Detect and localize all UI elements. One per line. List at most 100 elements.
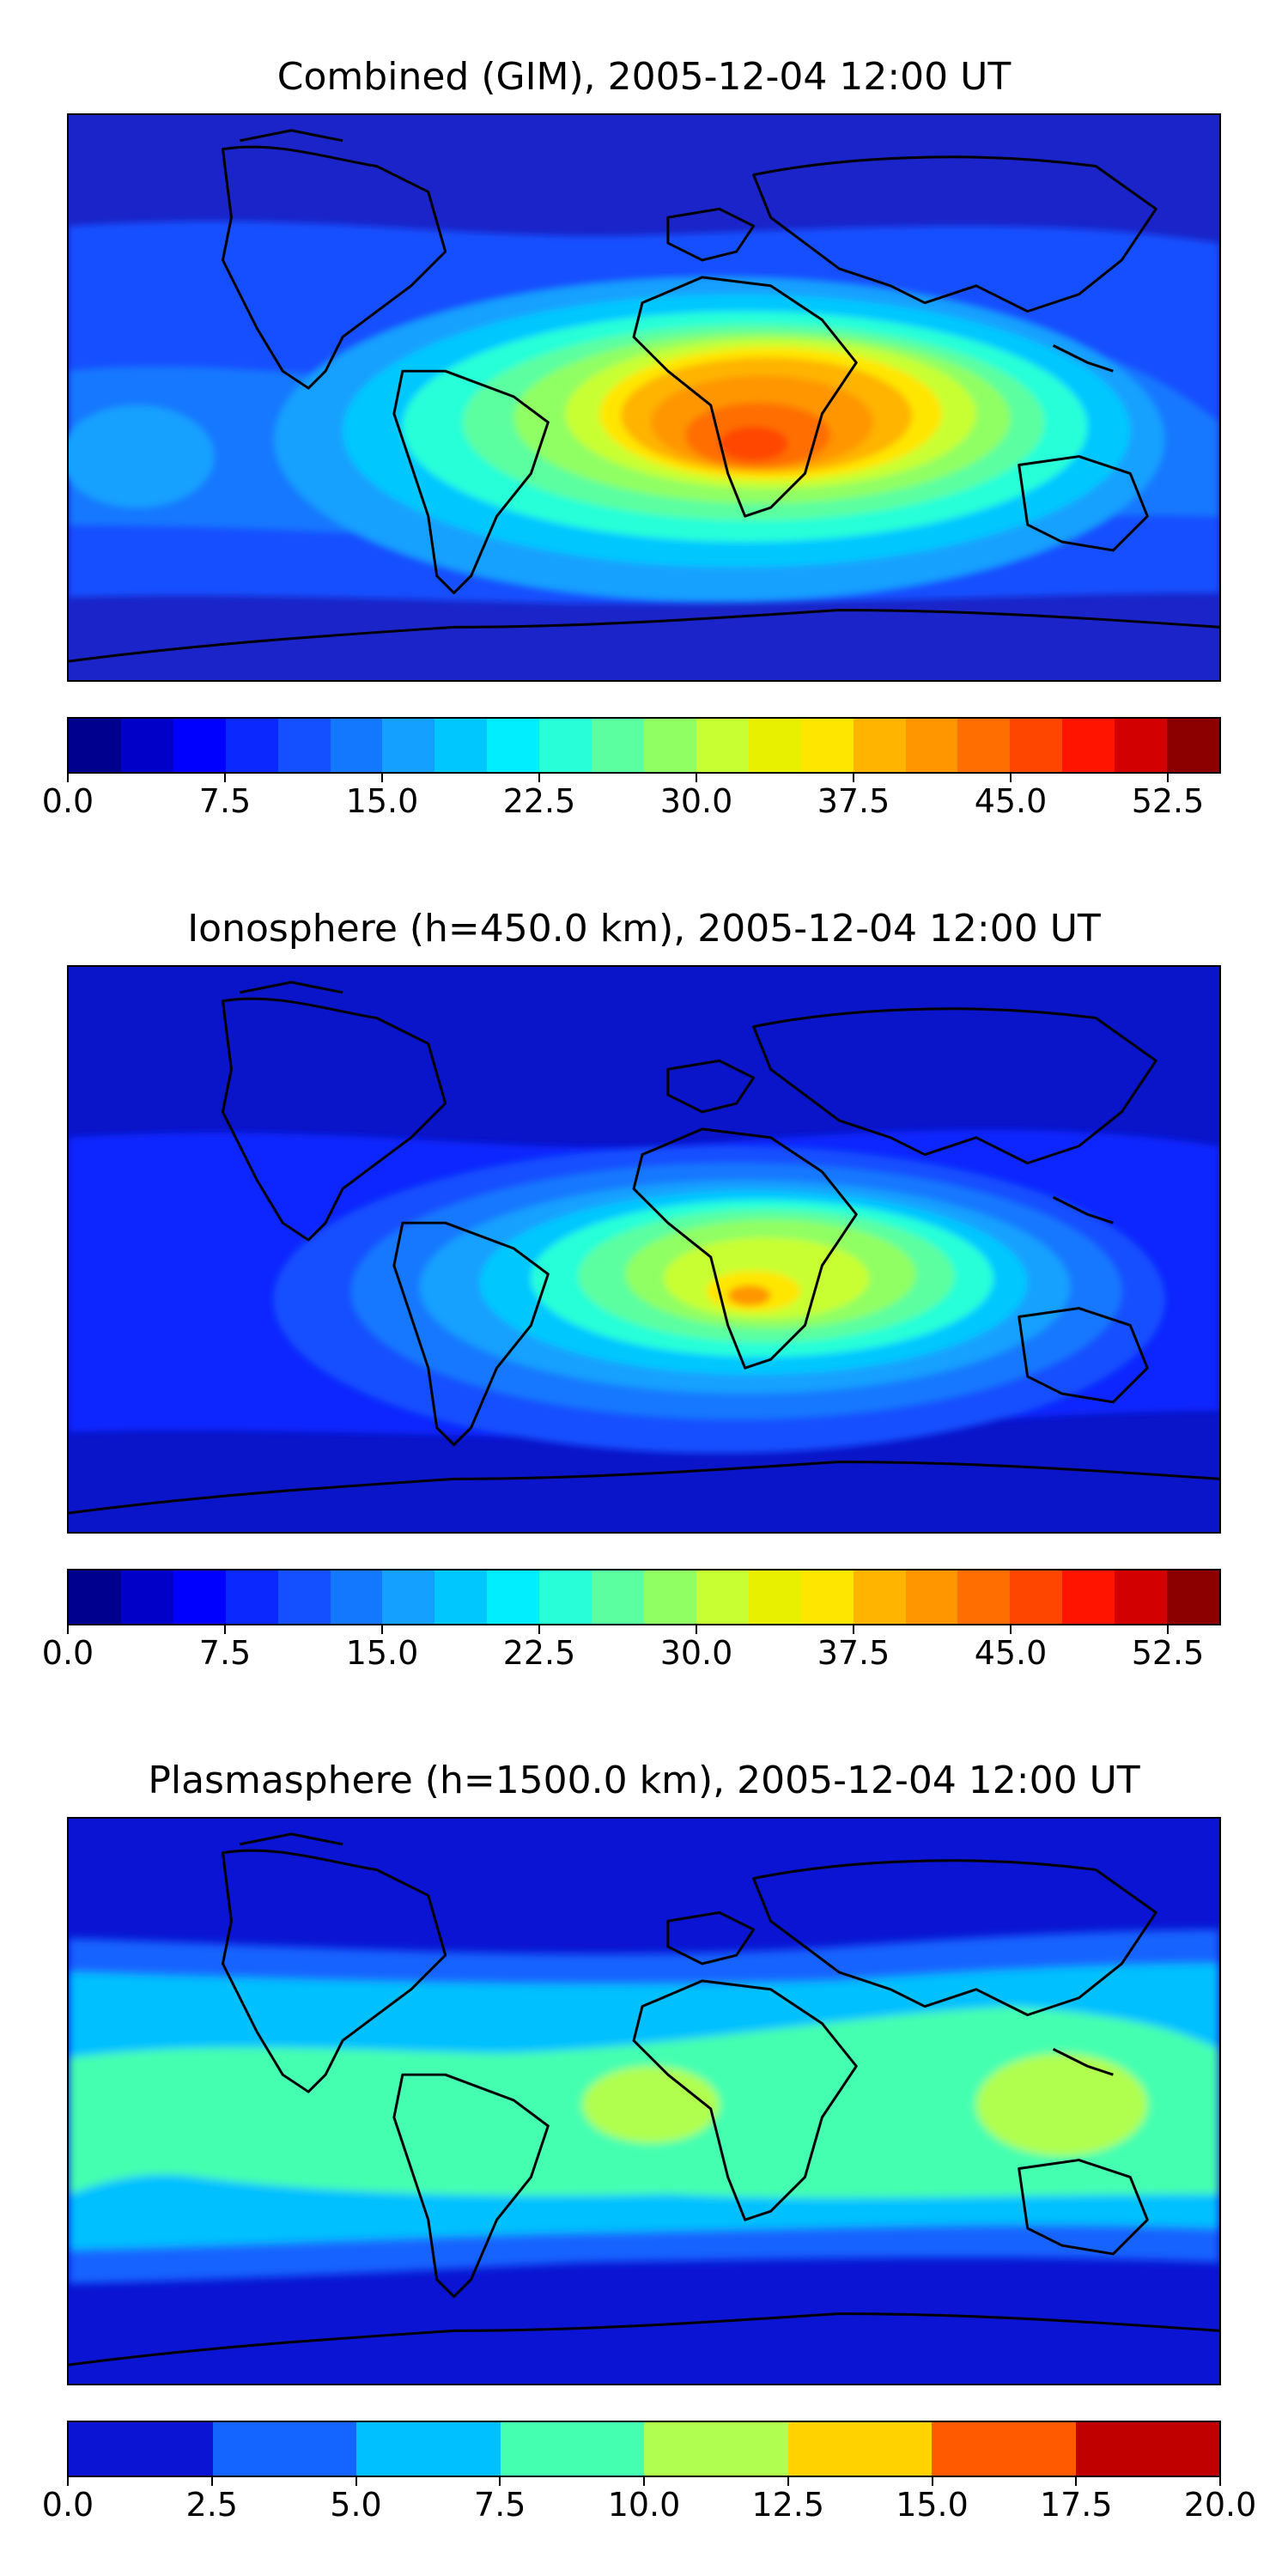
- colorbar-tick-label: 45.0: [974, 782, 1048, 820]
- colorbar-tick: [643, 2477, 645, 2486]
- colorbar-combined: [67, 717, 1221, 774]
- colorbar-segment: [932, 2422, 1076, 2476]
- colorbar-tick-label: 37.5: [817, 1634, 890, 1672]
- colorbar-segment: [500, 2422, 644, 2476]
- colorbar-segment: [539, 719, 592, 772]
- colorbar-tick-label: 5.0: [330, 2486, 382, 2524]
- colorbar-segment: [277, 719, 331, 772]
- colorbar-segment: [1167, 1571, 1219, 1624]
- coastlines: [69, 129, 1219, 663]
- colorbar-segment: [957, 1571, 1011, 1624]
- colorbar-segment: [487, 1571, 540, 1624]
- colorbar-segment: [212, 2422, 356, 2476]
- colorbar-tick: [1167, 774, 1169, 782]
- panel-2-title: Ionosphere (h=450.0 km), 2005-12-04 12:0…: [187, 907, 1101, 951]
- colorbar-segment: [696, 1571, 749, 1624]
- colorbar-tick: [853, 774, 854, 782]
- colorbar-ionosphere: [67, 1569, 1221, 1625]
- colorbar-tick-label: 10.0: [607, 2486, 681, 2524]
- coastline-antarctica: [69, 609, 1219, 663]
- colorbar-tick: [224, 1625, 226, 1634]
- colorbar-tick: [696, 1625, 697, 1634]
- plasmasphere-tec-map: [69, 1819, 1219, 2384]
- colorbar-segment: [487, 719, 540, 772]
- colorbar-segment: [330, 719, 383, 772]
- coastlines: [69, 981, 1219, 1515]
- colorbar-tick-label: 15.0: [345, 1634, 419, 1672]
- colorbar-tick: [67, 1625, 69, 1634]
- ionosphere-tec-map: [69, 967, 1219, 1532]
- colorbar-tick-label: 0.0: [41, 1634, 94, 1672]
- colorbar-segment: [225, 1571, 278, 1624]
- colorbar-segment: [69, 1571, 121, 1624]
- colorbar-segment: [800, 1571, 854, 1624]
- colorbar-tick-label: 52.5: [1131, 1634, 1205, 1672]
- colorbar-segment: [330, 1571, 383, 1624]
- colorbar-segment: [277, 1571, 331, 1624]
- colorbar-segment: [800, 719, 854, 772]
- colorbar-segment: [643, 719, 696, 772]
- colorbar-segment: [382, 719, 435, 772]
- colorbar-segment: [173, 1571, 226, 1624]
- colorbar-tick-label: 37.5: [817, 782, 890, 820]
- colorbar-segment: [1010, 1571, 1063, 1624]
- colorbar-tick: [67, 2477, 69, 2486]
- colorbar-tick-label: 0.0: [41, 2486, 94, 2524]
- colorbar-tick: [499, 2477, 501, 2486]
- colorbar-segment: [905, 1571, 958, 1624]
- colorbar-segment: [644, 2422, 788, 2476]
- colorbar-segment: [1062, 719, 1115, 772]
- colorbar-tick: [853, 1625, 854, 1634]
- colorbar-segment: [748, 1571, 801, 1624]
- colorbar-tick-label: 7.5: [198, 1634, 252, 1672]
- colorbar-tick: [696, 774, 697, 782]
- map-plasmasphere: [67, 1817, 1221, 2385]
- colorbar-segment: [120, 719, 173, 772]
- coastline-europe: [666, 207, 756, 262]
- map-ionosphere: [67, 965, 1221, 1534]
- colorbar-segment: [696, 719, 749, 772]
- colorbar-segment: [643, 1571, 696, 1624]
- coastline-south-america: [392, 369, 550, 595]
- colorbar-tick: [1167, 1625, 1169, 1634]
- colorbar-tick-label: 2.5: [185, 2486, 238, 2524]
- colorbar-tick-label: 17.5: [1039, 2486, 1113, 2524]
- colorbar-tick: [224, 774, 226, 782]
- colorbar-segment: [356, 2422, 501, 2476]
- colorbar-tick: [381, 774, 383, 782]
- colorbar-tick: [787, 2477, 789, 2486]
- panel-3-title: Plasmasphere (h=1500.0 km), 2005-12-04 1…: [148, 1759, 1140, 1802]
- colorbar-tick-label: 12.5: [751, 2486, 825, 2524]
- panel-1-title: Combined (GIM), 2005-12-04 12:00 UT: [276, 55, 1012, 99]
- colorbar-segment: [173, 719, 226, 772]
- colorbar-tick-label: 30.0: [659, 1634, 733, 1672]
- colorbar-tick-label: 7.5: [198, 782, 252, 820]
- colorbar-tick-label: 0.0: [41, 782, 94, 820]
- colorbar-segment: [748, 719, 801, 772]
- colorbar-tick: [381, 1625, 383, 1634]
- colorbar-tick: [1010, 1625, 1012, 1634]
- colorbar-segment: [1115, 1571, 1168, 1624]
- colorbar-tick-label: 22.5: [502, 1634, 576, 1672]
- colorbar-tick: [210, 2477, 213, 2486]
- colorbar-tick-label: 15.0: [896, 2486, 969, 2524]
- colorbar-plasmasphere: [67, 2421, 1221, 2477]
- colorbar-segment: [592, 719, 644, 772]
- colorbar-segment: [905, 719, 958, 772]
- colorbar-segment: [853, 1571, 906, 1624]
- colorbar-tick: [538, 1625, 540, 1634]
- colorbar-tick: [1010, 774, 1012, 782]
- colorbar-segment: [592, 1571, 644, 1624]
- colorbar-tick: [67, 774, 69, 782]
- colorbar-tick-label: 30.0: [659, 782, 733, 820]
- colorbar-tick-label: 7.5: [474, 2486, 526, 2524]
- colorbar-segment: [1062, 1571, 1115, 1624]
- colorbar-tick-label: 22.5: [502, 782, 576, 820]
- coastline-africa: [632, 276, 858, 518]
- colorbar-segment: [539, 1571, 592, 1624]
- colorbar-tick: [1219, 2477, 1221, 2486]
- colorbar-tick-label: 45.0: [974, 1634, 1048, 1672]
- colorbar-segment: [853, 719, 906, 772]
- coastline-north-america: [221, 145, 447, 390]
- map-combined-gim: [67, 113, 1221, 682]
